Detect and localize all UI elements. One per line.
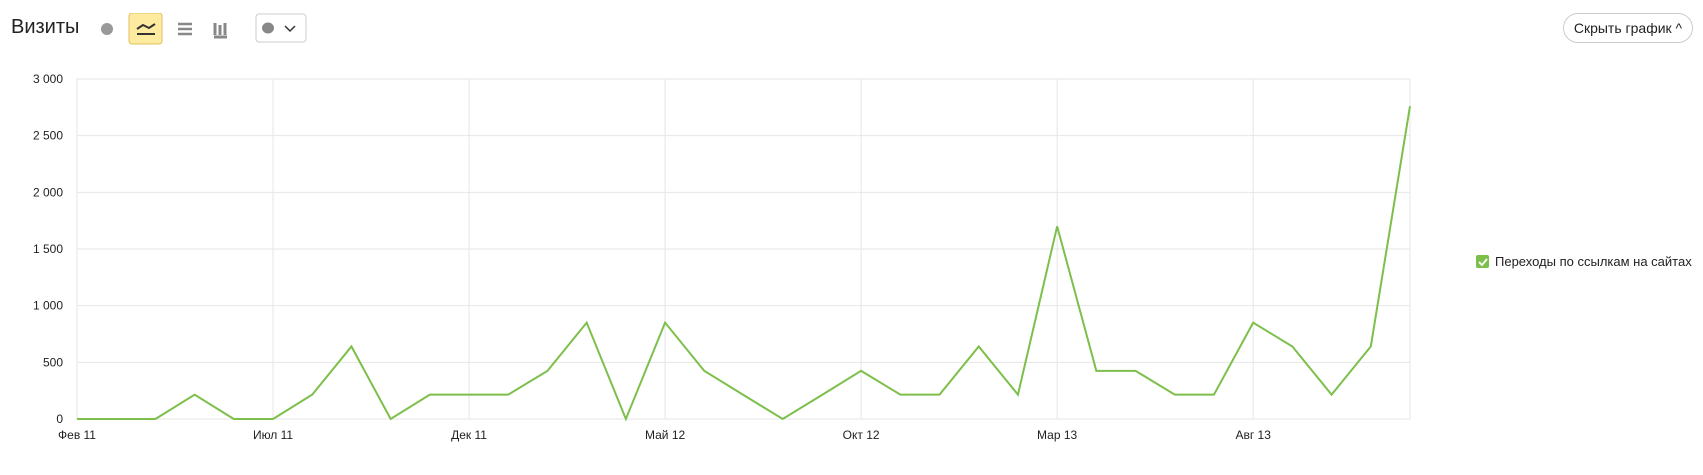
- page-title: Визиты: [11, 16, 80, 38]
- y-tick-label: 0: [56, 412, 63, 426]
- notes-dropdown[interactable]: [255, 13, 307, 43]
- bar-icon[interactable]: [213, 23, 227, 39]
- y-tick-label: 1 500: [33, 242, 63, 256]
- legend-checkbox[interactable]: [1476, 255, 1489, 268]
- stack-icon[interactable]: [178, 22, 192, 36]
- hide-chart-label[interactable]: Скрыть график: [1573, 20, 1672, 36]
- x-tick-label: Май 12: [645, 428, 686, 442]
- y-tick-label: 2 500: [33, 129, 63, 143]
- x-tick-label: Дек 11: [451, 428, 487, 442]
- y-tick-label: 500: [43, 355, 63, 369]
- x-tick-label: Авг 13: [1235, 428, 1271, 442]
- legend[interactable]: Переходы по ссылкам на сайтах: [1476, 254, 1692, 269]
- x-tick-label: Мар 13: [1037, 428, 1077, 442]
- toolbar: [101, 13, 307, 45]
- x-tick-label: Окт 12: [843, 428, 880, 442]
- hide-chart-button[interactable]: Скрыть график ^: [1563, 13, 1693, 43]
- pie-icon[interactable]: [101, 23, 113, 35]
- y-tick-label: 3 000: [33, 72, 63, 86]
- y-tick-label: 1 000: [33, 299, 63, 313]
- data-line: [77, 106, 1411, 422]
- y-tick-label: 2 000: [33, 185, 63, 199]
- line-icon-active[interactable]: [128, 13, 163, 45]
- x-tick-label: Фев 11: [58, 428, 96, 442]
- x-tick-label: Июл 11: [253, 428, 293, 442]
- legend-label[interactable]: Переходы по ссылкам на сайтах: [1495, 254, 1692, 269]
